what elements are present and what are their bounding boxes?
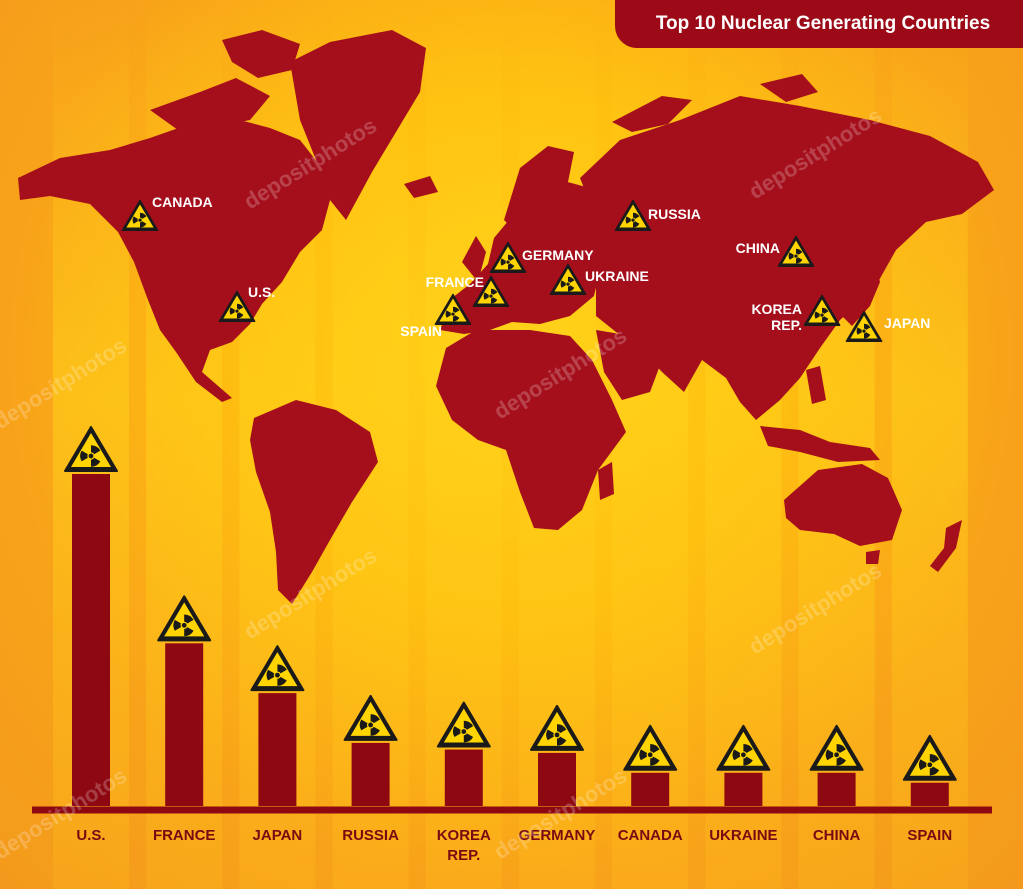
x-tick-label: RUSSIA xyxy=(342,827,399,844)
map-marker: GERMANY xyxy=(489,241,594,273)
new-zealand-shape xyxy=(930,520,962,572)
bar-russia xyxy=(351,742,390,806)
greenland-shape xyxy=(290,30,426,220)
scandinavia-shape xyxy=(504,146,574,238)
x-tick-label: GERMANY xyxy=(519,827,596,844)
map-marker-label: UKRAINE xyxy=(585,268,649,284)
map-marker: SPAIN xyxy=(400,293,472,339)
bar-china xyxy=(817,772,856,806)
bar-france xyxy=(165,643,204,806)
arabia-shape xyxy=(596,330,662,400)
x-tick-label: CANADA xyxy=(618,827,683,844)
x-tick-label: CHINA xyxy=(813,827,861,844)
bar-spain xyxy=(910,782,949,806)
map-marker-label: U.S. xyxy=(248,284,275,300)
madagascar-shape xyxy=(598,462,614,500)
map-marker-label: CANADA xyxy=(152,194,213,210)
map-marker-label: SPAIN xyxy=(400,323,442,339)
map-marker: U.S. xyxy=(218,284,275,322)
x-tick-label: SPAIN xyxy=(907,827,952,844)
north-america-shape xyxy=(18,118,330,402)
x-axis-labels: U.S. FRANCE JAPAN RUSSIA KOREA REP. GERMANY CAN… xyxy=(76,827,952,864)
arctic-islands-shape xyxy=(150,78,270,130)
severnaya-shape xyxy=(760,74,818,102)
south-america-shape xyxy=(250,400,378,604)
uk-shape xyxy=(462,236,486,282)
map-marker-label: GERMANY xyxy=(522,247,594,263)
x-tick-label: FRANCE xyxy=(153,827,216,844)
bar-japan xyxy=(258,693,297,806)
bar-canada xyxy=(631,772,670,806)
x-tick-label: U.S. xyxy=(76,827,105,844)
map-marker-label: KOREA REP. xyxy=(751,301,802,333)
map-marker-label: JAPAN xyxy=(884,315,930,331)
bar-u-s xyxy=(72,474,110,806)
indonesia-shape xyxy=(760,426,880,462)
siberia-islands-shape xyxy=(612,96,692,132)
africa-shape xyxy=(436,330,626,530)
map-marker: CANADA xyxy=(121,194,213,231)
bar-chart xyxy=(64,426,957,806)
bar-korea-rep xyxy=(444,749,483,806)
tasmania-shape xyxy=(866,550,880,564)
map-marker: UKRAINE xyxy=(549,263,649,295)
map-markers: CANADA U.S. FRANCE SPAIN GERMANY UKRAINE RUSSI… xyxy=(121,194,930,342)
bar-ukraine xyxy=(724,772,763,806)
australia-shape xyxy=(784,464,902,546)
x-tick-label: UKRAINE xyxy=(709,827,777,844)
x-tick-label: KOREA REP. xyxy=(437,827,491,864)
map-marker: JAPAN xyxy=(845,310,930,342)
philippines-shape xyxy=(806,366,826,404)
map-marker-label: FRANCE xyxy=(426,274,484,290)
japan-shape xyxy=(842,252,880,326)
map-marker: KOREA REP. xyxy=(751,294,841,333)
map-marker-label: CHINA xyxy=(736,240,780,256)
map-marker-label: RUSSIA xyxy=(648,206,701,222)
x-tick-label: JAPAN xyxy=(253,827,303,844)
map-marker: CHINA xyxy=(736,235,815,267)
bar-germany xyxy=(538,752,576,806)
iceland-shape xyxy=(404,176,438,198)
map-marker: RUSSIA xyxy=(614,199,701,231)
map-marker: FRANCE xyxy=(426,274,510,307)
chart-title: Top 10 Nuclear Generating Countries xyxy=(615,0,1023,48)
baffin-island-shape xyxy=(222,30,300,78)
